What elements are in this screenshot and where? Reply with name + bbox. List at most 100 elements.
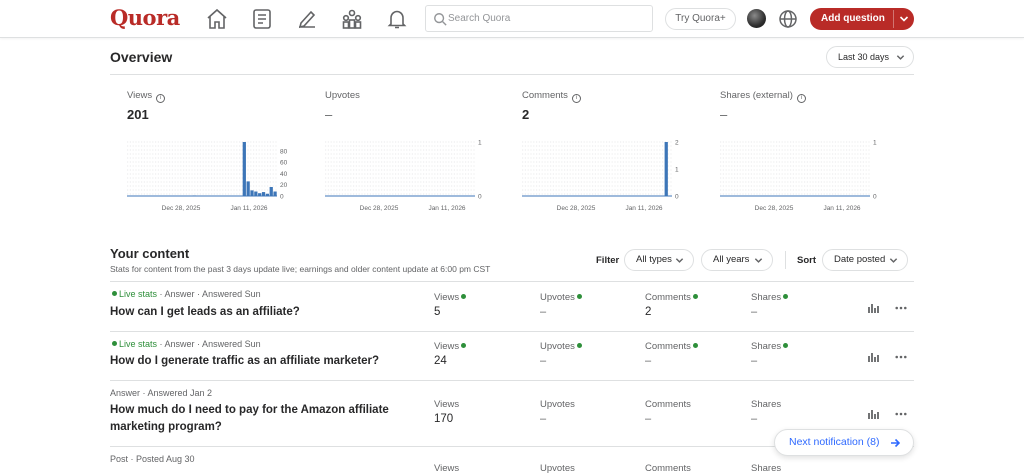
metric-value-views: 5 <box>434 306 441 318</box>
filter-label: Filter <box>596 255 620 266</box>
comments-chart: 2 1 0 Dec 28, 2025 Jan 11, 2026 <box>522 136 692 216</box>
more-options-icon[interactable] <box>895 301 909 313</box>
x-tick-label: Jan 11, 2026 <box>428 205 465 212</box>
try-quora-plus-button[interactable]: Try Quora+ <box>665 8 736 30</box>
search-input[interactable] <box>448 9 648 28</box>
notifications-icon[interactable] <box>385 7 409 31</box>
write-icon[interactable] <box>295 7 319 31</box>
chevron-down-icon <box>889 258 898 263</box>
more-options-icon[interactable] <box>895 407 909 419</box>
stat-label-shares: Shares (external) i <box>720 90 806 103</box>
stats-chart-icon[interactable] <box>867 350 879 362</box>
your-content-title: Your content <box>110 246 190 261</box>
y-tick-label: 20 <box>280 182 288 189</box>
filter-types-label: All types <box>636 254 672 265</box>
next-notification-button[interactable]: Next notification (8) <box>774 429 914 456</box>
shares-chart: 1 0 Dec 28, 2025 Jan 11, 2026 <box>720 136 890 216</box>
chart-bar <box>250 190 254 196</box>
y-tick-label: 60 <box>280 160 288 167</box>
metric-value-shares: – <box>751 413 758 425</box>
live-dot-icon <box>112 291 117 296</box>
your-content-subtitle: Stats for content from the past 3 days u… <box>110 264 491 274</box>
content-row[interactable]: Answer · Answered Jan 2 How much do I ne… <box>110 381 914 445</box>
quora-logo[interactable]: Quora <box>110 5 180 30</box>
stat-label-upvotes: Upvotes <box>325 90 360 101</box>
chevron-down-icon <box>675 258 684 263</box>
x-tick-label: Jan 11, 2026 <box>625 205 662 212</box>
search-bar[interactable] <box>425 5 653 32</box>
metric-label-upvotes: Upvotes <box>540 292 584 303</box>
metric-value-upvotes: – <box>540 355 547 367</box>
chart-bar <box>192 195 196 196</box>
date-range-dropdown[interactable]: Last 30 days <box>826 46 914 68</box>
metric-label-shares: Shares <box>751 463 782 474</box>
filter-years-dropdown[interactable]: All years <box>701 249 773 271</box>
content-row[interactable]: Post · Posted Aug 30 Views Upvotes Comme… <box>110 447 914 474</box>
chart-bar <box>269 187 273 196</box>
x-tick-label: Dec 28, 2025 <box>162 205 201 212</box>
answer-icon[interactable] <box>250 7 274 31</box>
stat-value-upvotes: – <box>325 107 333 122</box>
chart-bar <box>273 191 277 196</box>
chevron-down-icon <box>754 258 763 263</box>
row-meta: Answer · Answered Jan 2 <box>110 388 213 398</box>
sort-dropdown[interactable]: Date posted <box>822 249 908 271</box>
question-title-link[interactable]: How much do I need to pay for the Amazon… <box>110 404 389 433</box>
live-dot-icon <box>692 294 698 299</box>
metric-label-upvotes: Upvotes <box>540 463 575 474</box>
more-options-icon[interactable] <box>895 350 909 362</box>
y-tick-label: 2 <box>675 139 679 146</box>
question-title-link[interactable]: How do I generate traffic as an affiliat… <box>110 355 380 367</box>
info-icon[interactable]: i <box>796 94 806 103</box>
avatar[interactable] <box>747 9 766 28</box>
arrow-right-icon <box>891 438 900 448</box>
globe-icon[interactable] <box>778 9 798 29</box>
metric-label-shares: Shares <box>751 399 782 410</box>
chart-bar <box>258 193 262 196</box>
content-row[interactable]: Live stats · Answer · Answered Sun How d… <box>110 332 914 380</box>
spaces-icon[interactable] <box>340 7 364 31</box>
y-tick-label: 1 <box>478 139 482 146</box>
add-question-button[interactable]: Add question <box>810 8 914 30</box>
metric-value-shares: – <box>751 306 758 318</box>
stats-chart-icon[interactable] <box>867 407 879 419</box>
chevron-down-icon[interactable] <box>899 14 909 24</box>
stats-chart-icon[interactable] <box>867 301 879 313</box>
info-icon[interactable]: i <box>156 94 166 103</box>
filter-sort-separator <box>785 251 786 269</box>
date-range-label: Last 30 days <box>838 52 890 62</box>
filter-years-label: All years <box>713 254 750 265</box>
metric-label-views: Views <box>434 399 460 410</box>
row-meta: Live stats · Answer · Answered Sun <box>110 289 261 299</box>
y-tick-label: 0 <box>873 193 877 200</box>
question-title-link[interactable]: How can I get leads as an affiliate? <box>110 306 300 318</box>
add-question-label: Add question <box>821 13 885 24</box>
filter-types-dropdown[interactable]: All types <box>624 249 694 271</box>
chart-bar <box>254 191 258 196</box>
metric-label-views: Views <box>434 292 468 303</box>
live-dot-icon <box>461 343 467 348</box>
live-dot-icon <box>576 343 582 348</box>
sort-label: Sort <box>797 255 816 266</box>
x-tick-label: Dec 28, 2025 <box>360 205 399 212</box>
live-dot-icon <box>692 343 698 348</box>
stat-label-comments: Comments i <box>522 90 581 103</box>
live-dot-icon <box>783 294 789 299</box>
info-icon[interactable]: i <box>571 94 581 103</box>
row-meta: Live stats · Answer · Answered Sun <box>110 339 261 349</box>
metric-value-comments: – <box>645 413 652 425</box>
metric-label-upvotes: Upvotes <box>540 399 575 410</box>
metric-value-views: 24 <box>434 355 447 367</box>
y-tick-label: 0 <box>675 193 679 200</box>
y-tick-label: 40 <box>280 171 288 178</box>
y-tick-label: 80 <box>280 148 288 155</box>
live-dot-icon <box>783 343 789 348</box>
upvotes-chart: 1 0 Dec 28, 2025 Jan 11, 2026 <box>325 136 495 216</box>
metric-value-upvotes: – <box>540 306 547 318</box>
metric-value-views: 170 <box>434 413 454 425</box>
home-icon[interactable] <box>205 7 229 31</box>
metric-value-shares: – <box>751 355 758 367</box>
row-divider <box>110 446 914 447</box>
x-tick-label: Dec 28, 2025 <box>557 205 596 212</box>
content-row[interactable]: Live stats · Answer · Answered Sun How c… <box>110 282 914 331</box>
